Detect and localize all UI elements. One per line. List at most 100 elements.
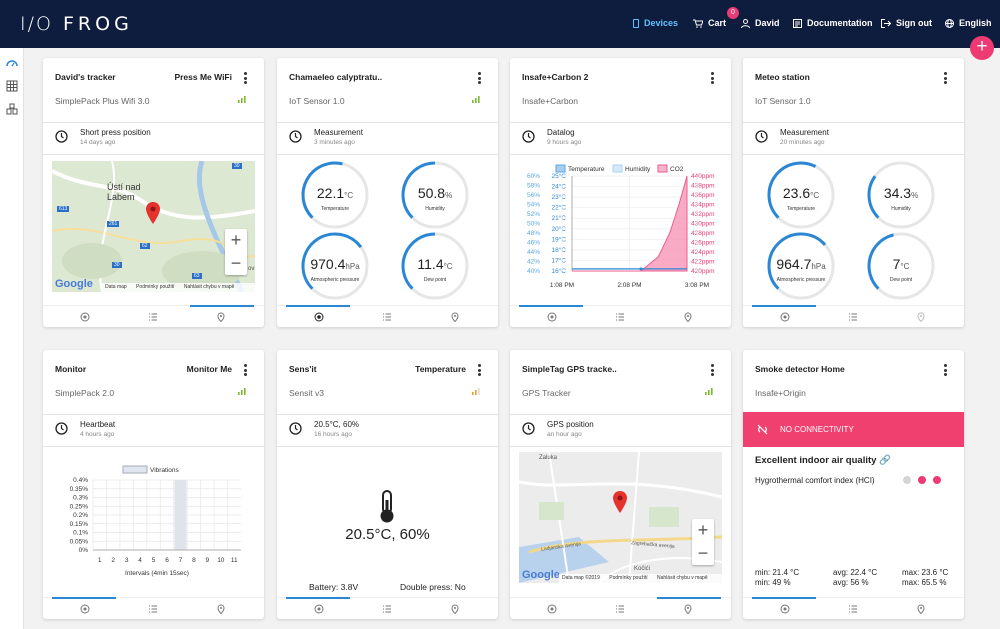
map-view[interactable]: Zaluka Ladjanska avenija Zagrebačka aven…: [519, 452, 722, 583]
zoom-out-button[interactable]: −: [697, 543, 709, 563]
divider: [510, 154, 731, 155]
device-card-meteo-station[interactable]: Meteo station IoT Sensor 1.0 Measurement…: [743, 58, 964, 327]
more-menu-icon[interactable]: [711, 364, 714, 376]
devices-group-icon[interactable]: [6, 103, 18, 115]
device-card-davids-tracker[interactable]: David's tracker Press Me WiFi SimplePack…: [43, 58, 264, 327]
x-tick-label: 1:08 PM: [550, 282, 574, 289]
card-action-label[interactable]: Monitor Me: [186, 364, 232, 374]
more-menu-icon[interactable]: [244, 72, 247, 84]
stat-max-humidity: max: 65.5 %: [902, 578, 947, 587]
card-title[interactable]: SimpleTag GPS tracke..: [522, 364, 617, 374]
add-device-button[interactable]: +: [970, 36, 994, 60]
road-marker: 261: [107, 221, 120, 227]
zoom-in-button[interactable]: +: [230, 230, 242, 250]
card-action-label[interactable]: Temperature: [415, 364, 466, 374]
device-card-simpletag-gps[interactable]: SimpleTag GPS tracke.. GPS Tracker GPS p…: [510, 350, 731, 619]
device-card-monitor[interactable]: Monitor Monitor Me SimplePack 2.0 Heartb…: [43, 350, 264, 619]
clock-icon: [289, 130, 302, 143]
tab-state-icon[interactable]: [80, 312, 90, 322]
logo-frog[interactable]: FROG: [63, 13, 133, 35]
nav-cart[interactable]: Cart: [693, 18, 726, 28]
card-title[interactable]: Meteo station: [755, 72, 810, 82]
tab-state-icon[interactable]: [314, 312, 324, 322]
nav-user[interactable]: David: [741, 18, 780, 28]
nav-devices[interactable]: Devices: [633, 18, 678, 28]
y-tick-co2: 440ppm: [691, 173, 715, 180]
map-report-link[interactable]: Nahlásit chybu v mapě: [657, 575, 708, 581]
map-pin-icon[interactable]: [146, 202, 160, 224]
more-menu-icon[interactable]: [944, 72, 947, 84]
tab-state-icon[interactable]: [780, 604, 790, 614]
map-report-link[interactable]: Nahlásit chybu v mapě: [183, 284, 235, 290]
more-menu-icon[interactable]: [711, 72, 714, 84]
tab-state-icon[interactable]: [547, 604, 557, 614]
card-title[interactable]: Insafe+Carbon 2: [522, 72, 589, 82]
gauge-dew-point: 7°C Dew point: [865, 230, 937, 302]
tab-location-icon[interactable]: [683, 604, 693, 614]
tab-state-icon[interactable]: [80, 604, 90, 614]
more-menu-icon[interactable]: [478, 72, 481, 84]
tab-state-icon[interactable]: [547, 312, 557, 322]
card-title[interactable]: Sens'it: [289, 364, 317, 374]
active-tab-indicator: [286, 305, 350, 307]
map-pin-icon[interactable]: [613, 491, 627, 513]
divider: [277, 122, 498, 123]
more-menu-icon[interactable]: [478, 364, 481, 376]
card-title[interactable]: Smoke detector Home: [755, 364, 845, 374]
more-menu-icon[interactable]: [944, 364, 947, 376]
device-card-chamaeleo[interactable]: Chamaeleo calyptratu.. IoT Sensor 1.0 Me…: [277, 58, 498, 327]
card-title[interactable]: David's tracker: [55, 72, 116, 82]
zoom-in-button[interactable]: +: [697, 520, 709, 540]
tab-location-icon[interactable]: [916, 312, 926, 322]
tab-list-icon[interactable]: [848, 312, 858, 322]
logo-io[interactable]: I/O: [20, 13, 53, 35]
map-footer: Data map Podmínky použití Nahlásit chybu…: [102, 283, 255, 292]
divider: [43, 414, 264, 415]
tab-location-icon[interactable]: [450, 604, 460, 614]
more-menu-icon[interactable]: [244, 364, 247, 376]
gauge-label: Temperature: [786, 206, 816, 212]
gauge-value: 964.7: [776, 256, 812, 272]
tab-location-icon[interactable]: [216, 604, 226, 614]
tab-list-icon[interactable]: [615, 312, 625, 322]
map-terms-link[interactable]: Podmínky použití: [609, 575, 648, 581]
tab-list-icon[interactable]: [382, 604, 392, 614]
nav-sign-out[interactable]: Sign out: [881, 18, 932, 28]
grid-icon[interactable]: [6, 80, 18, 92]
tab-list-icon[interactable]: [382, 312, 392, 322]
tab-state-icon[interactable]: [780, 312, 790, 322]
dashboard-icon[interactable]: [6, 57, 18, 69]
google-logo: Google: [522, 569, 560, 581]
y-tick-humidity: 56%: [527, 192, 540, 199]
document-icon: [793, 18, 802, 28]
card-title[interactable]: Chamaeleo calyptratu..: [289, 72, 383, 82]
tab-location-icon[interactable]: [683, 312, 693, 322]
comfort-dot-neutral: [903, 476, 911, 484]
device-card-insafe-carbon[interactable]: Insafe+Carbon 2 Insafe+Carbon Datalog 9 …: [510, 58, 731, 327]
map-terms-link[interactable]: Podmínky použití: [136, 284, 175, 290]
y-tick-temperature: 17°C: [551, 256, 566, 264]
state-time: 4 hours ago: [80, 431, 115, 438]
link-icon[interactable]: 🔗: [879, 455, 891, 466]
map-view[interactable]: Ústí nad Labem 613 261 30 30 62 63 + − ov…: [52, 161, 255, 292]
device-card-sensit[interactable]: Sens'it Temperature Sensit v3 20.5°C, 60…: [277, 350, 498, 619]
card-title[interactable]: Monitor: [55, 364, 87, 374]
tab-list-icon[interactable]: [615, 604, 625, 614]
nav-documentation[interactable]: Documentation: [793, 18, 873, 28]
tab-location-icon[interactable]: [916, 604, 926, 614]
y-tick-humidity: 52%: [527, 211, 540, 218]
card-action-label[interactable]: Press Me WiFi: [174, 72, 232, 82]
state-time: 20 minutes ago: [780, 139, 825, 146]
device-card-smoke-detector[interactable]: Smoke detector Home Insafe+Origin NO CON…: [743, 350, 964, 619]
state-title: GPS position: [547, 420, 594, 429]
tab-state-icon[interactable]: [314, 604, 324, 614]
tab-list-icon[interactable]: [848, 604, 858, 614]
zoom-out-button[interactable]: −: [230, 253, 242, 273]
tab-location-icon[interactable]: [216, 312, 226, 322]
nav-language[interactable]: English: [945, 18, 992, 28]
tab-list-icon[interactable]: [148, 604, 158, 614]
tab-location-icon[interactable]: [450, 312, 460, 322]
gauge-value: 23.6: [782, 185, 811, 201]
vibrations-chart: Vibrations 0.4% 0.35% 0.3%0.25% 0.2% 0.15% 0.1…: [70, 465, 241, 577]
tab-list-icon[interactable]: [148, 312, 158, 322]
